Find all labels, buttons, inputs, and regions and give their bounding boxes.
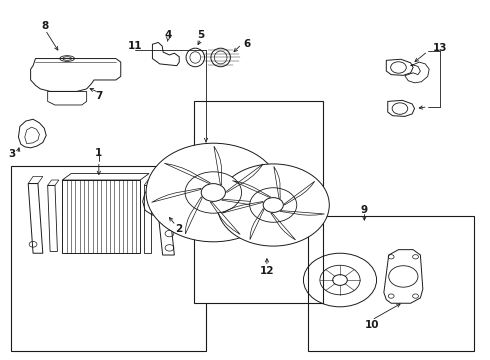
Circle shape xyxy=(263,198,283,212)
Text: 5: 5 xyxy=(197,30,205,40)
Circle shape xyxy=(250,188,297,222)
Text: 9: 9 xyxy=(361,205,368,215)
Bar xyxy=(308,216,474,351)
Text: 4: 4 xyxy=(164,30,171,40)
Text: 3: 3 xyxy=(8,149,16,159)
Polygon shape xyxy=(62,180,140,253)
Circle shape xyxy=(185,172,242,213)
Text: 6: 6 xyxy=(244,39,251,49)
Text: 7: 7 xyxy=(95,91,102,101)
Bar xyxy=(194,102,323,303)
Text: 1: 1 xyxy=(95,148,102,158)
Bar xyxy=(11,166,206,351)
Ellipse shape xyxy=(211,48,230,67)
Text: 8: 8 xyxy=(42,21,49,31)
Text: 11: 11 xyxy=(128,41,143,51)
Polygon shape xyxy=(62,174,149,180)
Circle shape xyxy=(217,164,329,246)
Text: 12: 12 xyxy=(260,266,274,276)
Text: 13: 13 xyxy=(433,43,447,53)
Circle shape xyxy=(201,184,225,201)
Circle shape xyxy=(146,143,281,242)
Text: 2: 2 xyxy=(175,224,183,234)
Text: 10: 10 xyxy=(365,320,379,330)
